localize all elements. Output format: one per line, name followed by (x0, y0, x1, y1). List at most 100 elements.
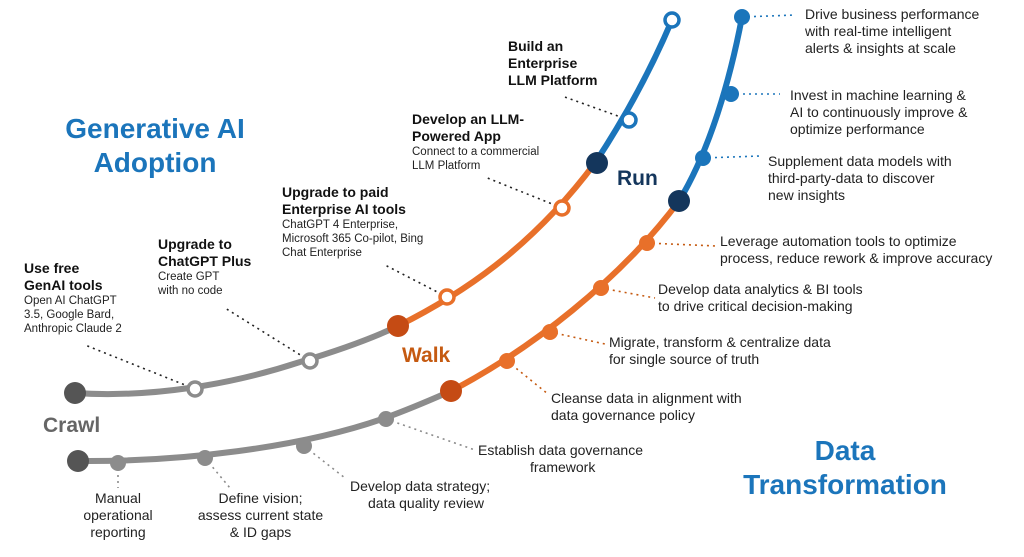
data-step-9-line-2: third-party-data to discover (768, 170, 935, 186)
data-step-10-node (723, 86, 739, 102)
data-step-8-line-1: Leverage automation tools to optimize (720, 233, 957, 249)
data-step-6-line-1: Migrate, transform & centralize data (609, 334, 831, 350)
genai-step-5-node (620, 111, 638, 129)
data-curve-run (676, 14, 745, 204)
genai-step-3: Upgrade to paid Enterprise AI tools Chat… (282, 184, 423, 260)
genai-step-1-detail-3: Anthropic Claude 2 (24, 323, 122, 335)
genai-step-1-title-2: GenAI tools (24, 277, 103, 293)
data-run-node (668, 190, 690, 212)
genai-step-4-title-2: Powered App (412, 128, 501, 144)
data-step-4-node (378, 411, 394, 427)
genai-step-1-detail-2: 3.5, Google Bard, (24, 309, 115, 321)
data-step-9-node (695, 150, 711, 166)
data-step-1: Manual operational reporting (78, 490, 158, 541)
genai-walk-node (387, 315, 409, 337)
data-step-2-line-1: Define vision; (218, 490, 303, 506)
data-transformation-title: Data Transformation (720, 434, 970, 502)
data-step-6: Migrate, transform & centralize data for… (609, 334, 831, 368)
data-step-1-line-2: operational (83, 507, 153, 523)
data-step-2-line-2: assess current state (197, 507, 324, 523)
data-step-8-node (639, 235, 655, 251)
genai-step-1-node (186, 380, 204, 398)
genai-title-line-1: Generative AI (65, 113, 245, 144)
data-step-8-line-2: process, reduce rework & improve accurac… (720, 250, 993, 266)
stage-crawl-label: Crawl (43, 414, 101, 437)
genai-crawl-node (64, 382, 86, 404)
genai-step-2-title: Upgrade to (158, 236, 232, 252)
data-step-5-node (499, 353, 515, 369)
data-step-10-line-2: AI to continuously improve & (790, 104, 968, 120)
data-step-6-node (542, 324, 558, 340)
genai-step-3-title: Upgrade to paid (282, 184, 389, 200)
data-step-9-line-3: new insights (768, 187, 846, 203)
data-step-9: Supplement data models with third-party-… (768, 153, 952, 204)
data-curve-walk (448, 198, 682, 394)
data-step-1-node (110, 455, 126, 471)
genai-step-4-detail-2: LLM Platform (412, 160, 481, 172)
genai-step-3-title-2: Enterprise AI tools (282, 201, 406, 217)
data-step-7: Develop data analytics & BI tools to dri… (658, 281, 863, 315)
stage-walk-label: Walk (402, 344, 451, 367)
data-step-4: Establish data governance framework (478, 442, 643, 476)
genai-step-4-detail: Connect to a commercial (412, 146, 540, 158)
genai-adoption-title: Generative AI Adoption (40, 112, 270, 180)
genai-step-1: Use free GenAI tools Open AI ChatGPT 3.5… (24, 260, 122, 336)
genai-step-4-node (553, 199, 571, 217)
genai-step-3-detail: ChatGPT 4 Enterprise, (282, 219, 399, 231)
data-step-3: Develop data strategy; data quality revi… (350, 478, 490, 512)
genai-step-1-title: Use free (24, 260, 80, 276)
data-step-8: Leverage automation tools to optimize pr… (720, 233, 992, 267)
genai-end-node (663, 11, 681, 29)
data-step-11: Drive business performance with real-tim… (805, 6, 979, 57)
genai-markers (64, 11, 681, 404)
genai-step-3-node (438, 288, 456, 306)
data-step-1-line-3: reporting (90, 524, 146, 540)
genai-step-4-title: Develop an LLM- (412, 111, 525, 127)
genai-title-line-2: Adoption (93, 147, 217, 178)
data-step-2-line-3: & ID gaps (229, 524, 292, 540)
genai-run-node (586, 152, 608, 174)
genai-step-3-detail-3: Chat Enterprise (282, 247, 362, 259)
data-step-10: Invest in machine learning & AI to conti… (790, 87, 967, 138)
data-crawl-node (67, 450, 89, 472)
genai-curve-crawl (72, 323, 401, 398)
data-curve-crawl (75, 388, 454, 465)
data-step-7-line-2: to drive critical decision-making (658, 298, 853, 314)
genai-curve-walk (395, 160, 598, 329)
genai-step-2: Upgrade to ChatGPT Plus Create GPT with … (158, 236, 251, 298)
genai-step-3-detail-2: Microsoft 365 Co-pilot, Bing (282, 233, 424, 245)
data-step-10-line-1: Invest in machine learning & (790, 87, 966, 103)
data-step-11-line-3: alerts & insights at scale (805, 40, 956, 56)
data-title-line-1: Data (814, 435, 876, 466)
genai-step-5-title: Build an (508, 38, 564, 54)
data-step-5-line-2: data governance policy (551, 407, 695, 423)
data-step-1-line-1: Manual (95, 490, 141, 506)
data-step-3-node (296, 438, 312, 454)
genai-step-4: Develop an LLM- Powered App Connect to a… (412, 111, 539, 173)
data-step-7-line-1: Develop data analytics & BI tools (658, 281, 863, 297)
data-step-5: Cleanse data in alignment with data gove… (551, 390, 742, 424)
genai-step-2-detail: Create GPT (158, 271, 220, 283)
data-step-4-line-2: framework (530, 459, 596, 475)
data-step-3-line-2: data quality review (368, 495, 484, 511)
data-walk-node (440, 380, 462, 402)
data-step-2: Define vision; assess current state & ID… (188, 490, 333, 541)
genai-step-5-title-3: LLM Platform (508, 72, 598, 88)
genai-step-2-detail-2: with no code (158, 285, 223, 297)
stage-run-label: Run (617, 167, 658, 190)
data-step-2-node (197, 450, 213, 466)
genai-step-5: Build an Enterprise LLM Platform (508, 38, 597, 89)
data-step-3-line-1: Develop data strategy; (350, 478, 491, 494)
genai-step-2-node (301, 352, 319, 370)
data-step-6-line-2: for single source of truth (609, 351, 760, 367)
data-step-4-line-1: Establish data governance (478, 442, 643, 458)
genai-step-1-detail: Open AI ChatGPT (24, 295, 117, 307)
data-markers (67, 9, 750, 472)
genai-curve-run (592, 17, 675, 166)
data-step-10-line-3: optimize performance (790, 121, 925, 137)
data-title-line-2: Transformation (743, 469, 947, 500)
data-step-11-line-2: with real-time intelligent (805, 23, 952, 39)
data-step-11-node (734, 9, 750, 25)
genai-step-5-title-2: Enterprise (508, 55, 578, 71)
